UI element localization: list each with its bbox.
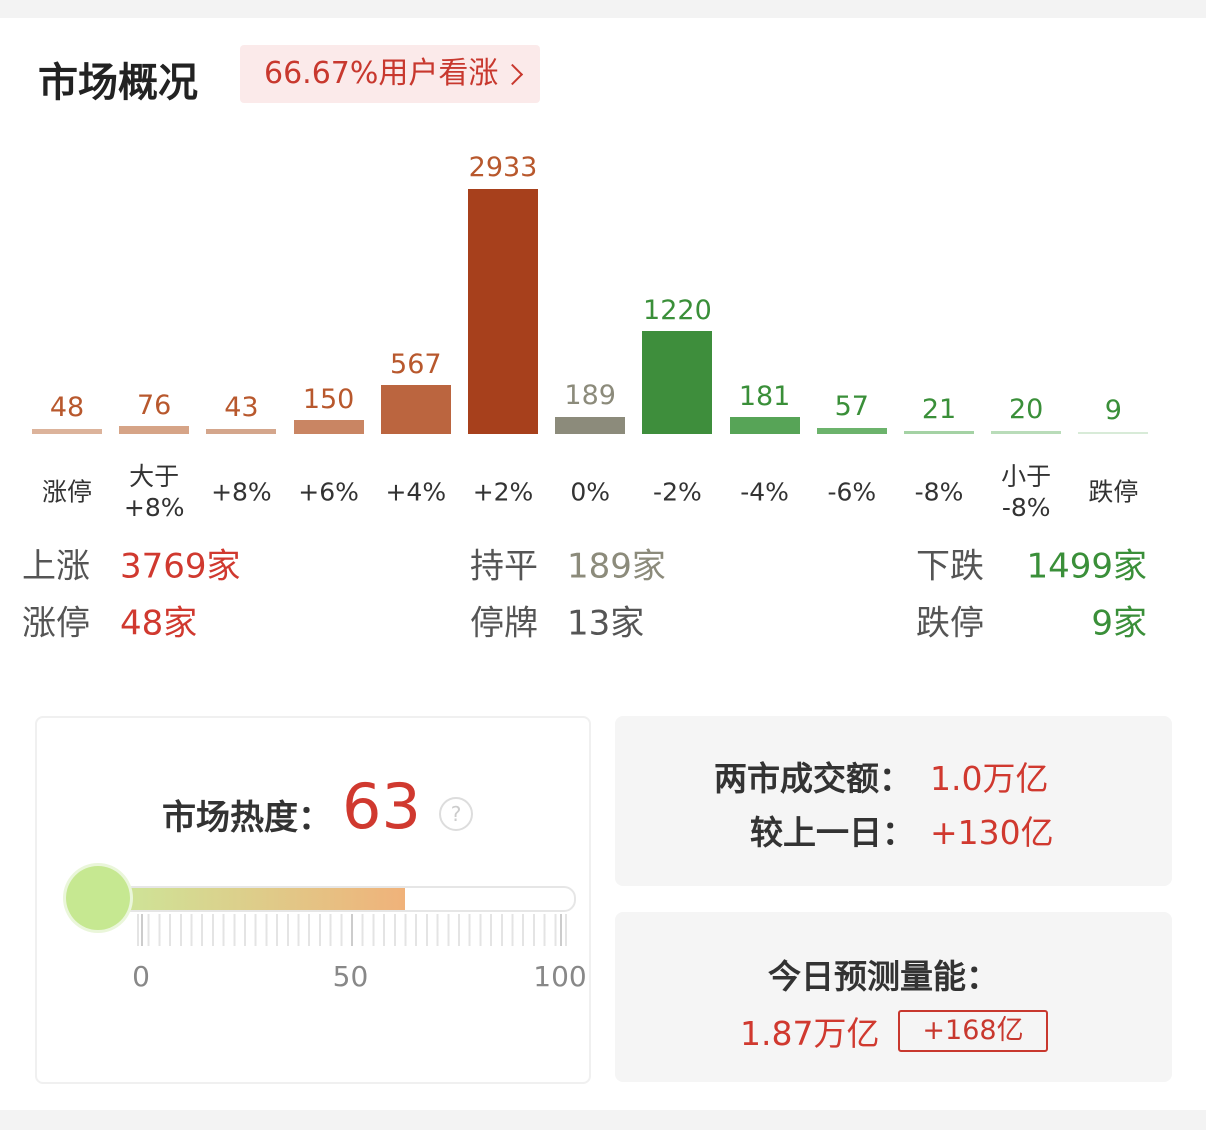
category-label: +6% xyxy=(298,477,359,507)
bar xyxy=(1078,431,1149,434)
bar xyxy=(293,420,364,434)
forecast-card xyxy=(615,912,1172,1082)
summary-value: 189家 xyxy=(567,546,666,587)
category-label: -8% xyxy=(914,477,964,507)
value-label: 567 xyxy=(390,348,442,380)
category-label: 跌停 xyxy=(1088,477,1139,507)
summary-value: 48家 xyxy=(120,603,198,644)
turnover-value: 1.0万亿 xyxy=(930,759,1049,798)
forecast-value: 1.87万亿 xyxy=(740,1014,880,1053)
summary-label: 跌停 xyxy=(916,603,984,644)
change-value: +130亿 xyxy=(930,813,1054,852)
category-label: 大于 +8% xyxy=(123,462,185,522)
bar xyxy=(904,430,974,434)
summary-label: 持平 xyxy=(470,546,538,587)
turnover-card xyxy=(615,716,1172,886)
bar xyxy=(991,430,1062,434)
bar xyxy=(206,428,277,434)
change-label: 较上一日： xyxy=(750,813,915,852)
bar xyxy=(729,417,800,434)
category-label: 0% xyxy=(570,477,611,507)
summary-label: 下跌 xyxy=(916,546,984,587)
bar xyxy=(380,385,451,434)
value-label: 76 xyxy=(137,389,172,421)
title: 市场概况 xyxy=(38,60,198,106)
summary-value: 13家 xyxy=(567,603,645,644)
forecast-change: +168亿 xyxy=(898,1010,1048,1052)
heat-card xyxy=(35,716,591,1084)
value-label: 20 xyxy=(1009,394,1044,426)
gauge-tick xyxy=(350,914,353,946)
value-label: 2933 xyxy=(468,152,538,183)
value-label: 21 xyxy=(921,394,957,426)
summary-label: 停牌 xyxy=(470,603,538,644)
summary-value: 9家 xyxy=(1091,603,1147,644)
category-label: 小于 -8% xyxy=(1001,462,1052,522)
bar xyxy=(119,426,190,434)
value-label: 189 xyxy=(564,380,616,412)
summary-label: 涨停 xyxy=(22,603,90,644)
gauge-tick-label: 50 xyxy=(332,960,369,993)
value-label: 57 xyxy=(834,391,869,423)
help-icon[interactable]: ? xyxy=(439,797,473,831)
gauge-tick xyxy=(560,914,562,946)
gauge-tick xyxy=(141,914,143,946)
category-label: +2% xyxy=(472,477,534,507)
category-label: +8% xyxy=(211,477,272,507)
bar xyxy=(32,428,102,434)
gauge-fill xyxy=(102,888,405,910)
bar xyxy=(816,427,887,434)
value-label: 43 xyxy=(224,392,259,424)
bar xyxy=(555,416,626,434)
category-label: -4% xyxy=(740,477,789,507)
value-label: 181 xyxy=(738,380,791,412)
category-label: -6% xyxy=(827,477,877,507)
summary-label: 上涨 xyxy=(22,546,90,587)
category-label: -2% xyxy=(653,477,702,507)
gauge-knob xyxy=(66,866,130,930)
summary-value: 3769家 xyxy=(120,546,241,587)
category-label: +4% xyxy=(385,477,447,507)
heat-label: 市场热度： xyxy=(162,798,332,838)
value-label: 48 xyxy=(49,392,85,423)
value-label: 1220 xyxy=(643,294,712,326)
gauge-tick-label: 0 xyxy=(132,960,150,993)
forecast-label: 今日预测量能： xyxy=(768,957,999,996)
bullish-badge[interactable]: 66.67%用户看涨 xyxy=(240,45,541,103)
category-label: 涨停 xyxy=(41,477,92,507)
bar xyxy=(642,331,713,434)
value-label: 150 xyxy=(302,383,355,415)
gauge-tick-label: 100 xyxy=(533,960,587,993)
heat-value: 63 xyxy=(342,770,421,843)
value-label: 9 xyxy=(1104,395,1122,427)
summary-value: 1499家 xyxy=(1026,546,1147,587)
turnover-label: 两市成交额： xyxy=(714,759,912,798)
bar xyxy=(468,188,538,434)
